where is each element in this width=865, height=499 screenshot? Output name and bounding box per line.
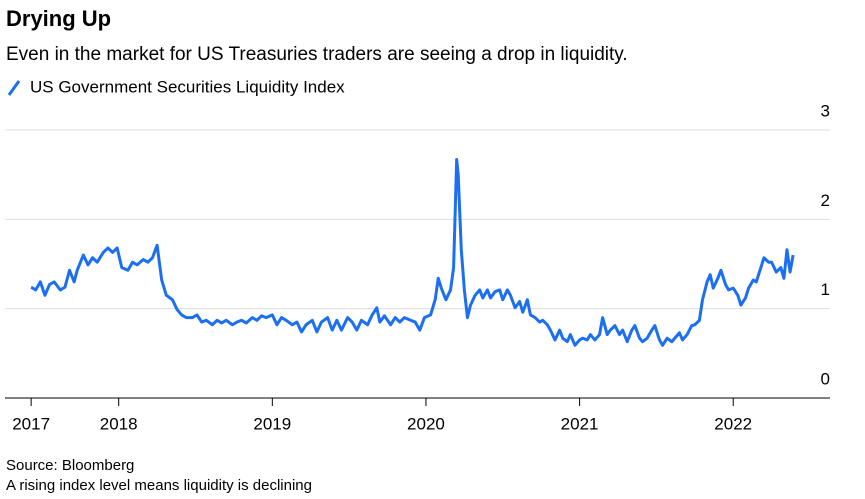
legend-label: US Government Securities Liquidity Index (30, 77, 345, 96)
y-tick-label: 1 (821, 280, 830, 299)
series-line (30, 157, 795, 347)
chart-subtitle: Even in the market for US Treasuries tra… (6, 44, 628, 65)
x-tick-label: 2022 (714, 414, 752, 433)
y-tick-label: 3 (821, 101, 830, 120)
source: Source: Bloomberg (6, 457, 134, 474)
legend-swatch (7, 80, 21, 96)
x-tick-label: 2018 (100, 414, 138, 433)
x-tick-label: 2017 (12, 414, 50, 433)
note: A rising index level means liquidity is … (6, 477, 312, 494)
chart-title: Drying Up (6, 6, 111, 31)
x-tick-label: 2020 (407, 414, 445, 433)
x-tick-label: 2019 (253, 414, 291, 433)
x-tick-label: 2021 (561, 414, 599, 433)
y-tick-label: 2 (821, 191, 830, 210)
y-tick-label: 0 (821, 369, 830, 388)
